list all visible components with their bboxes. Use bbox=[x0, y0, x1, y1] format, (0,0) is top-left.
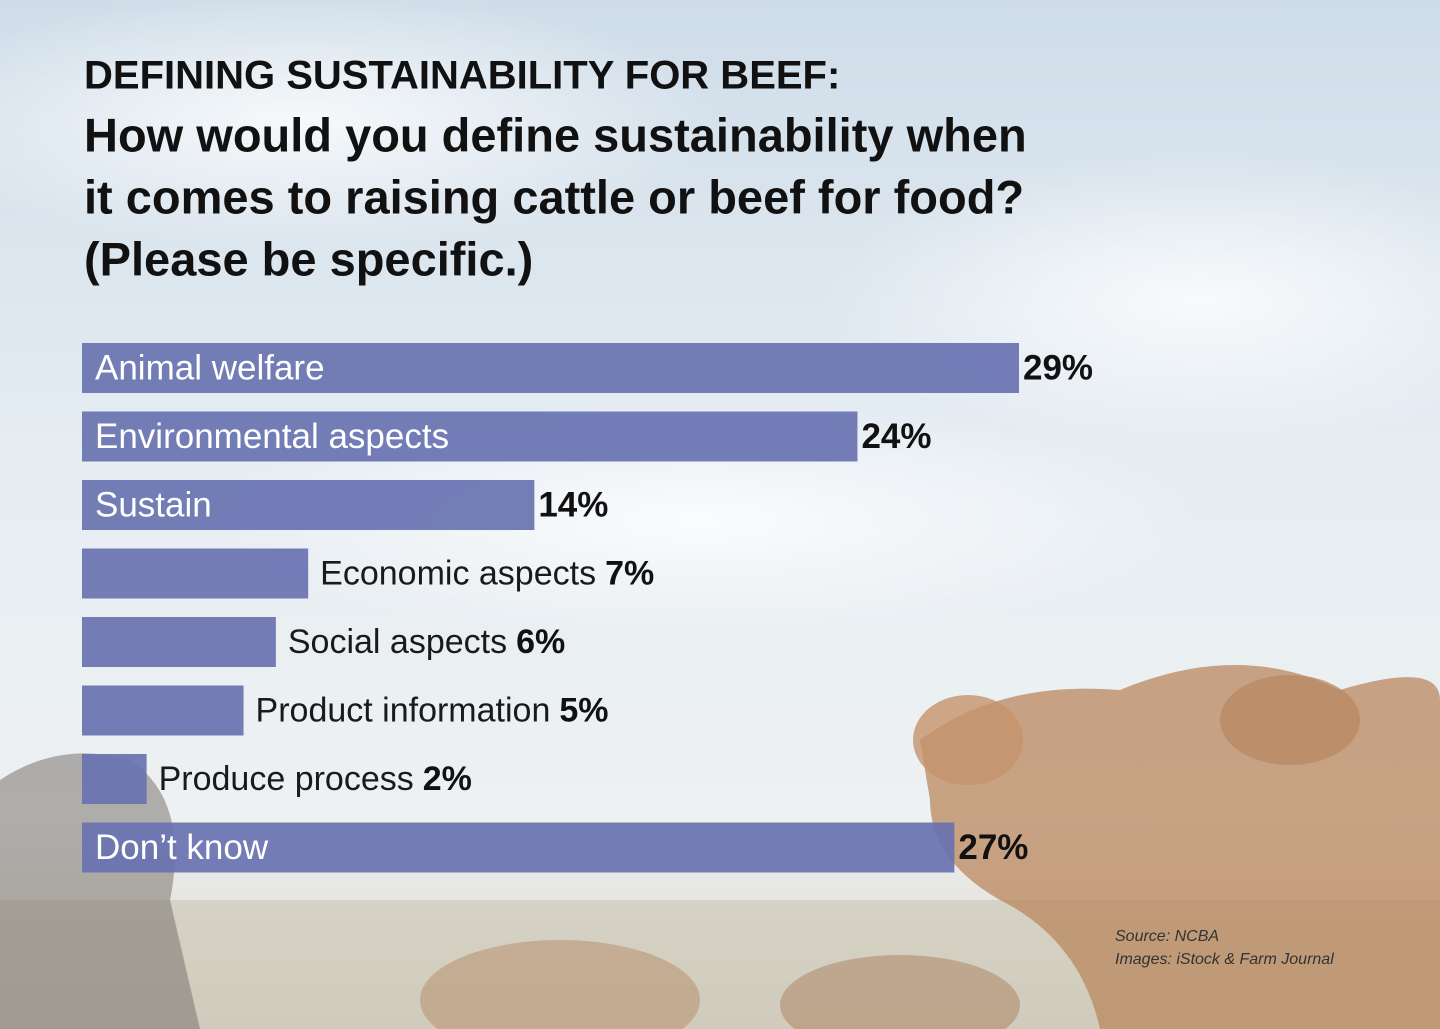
chart-subtitle: it comes to raising cattle or beef for f… bbox=[84, 170, 1024, 223]
source-note: Images: iStock & Farm Journal bbox=[1115, 951, 1334, 968]
category-label: Sustain bbox=[95, 485, 212, 524]
category-label: Social aspects bbox=[288, 623, 507, 661]
category-label: Economic aspects bbox=[320, 554, 596, 592]
chart-subtitle: (Please be specific.) bbox=[84, 232, 533, 285]
chart-title: DEFINING SUSTAINABILITY FOR BEEF: bbox=[84, 54, 840, 98]
bar bbox=[82, 411, 858, 462]
value-label: 5% bbox=[559, 691, 608, 729]
value-label: 7% bbox=[605, 554, 654, 592]
bar bbox=[82, 343, 1019, 393]
bar bbox=[82, 548, 309, 599]
bar bbox=[82, 754, 147, 804]
category-label: Environmental aspects bbox=[95, 417, 449, 456]
value-label: 14% bbox=[538, 485, 608, 524]
category-label: Don’t know bbox=[95, 828, 269, 867]
bar bbox=[82, 822, 955, 873]
bar bbox=[82, 480, 535, 530]
bar bbox=[82, 617, 276, 667]
value-label: 6% bbox=[516, 623, 565, 661]
value-label: 24% bbox=[861, 417, 931, 456]
category-label: Produce process bbox=[159, 760, 414, 798]
chart-subtitle: How would you define sustainability when bbox=[84, 108, 1027, 161]
bar bbox=[82, 685, 244, 736]
value-label: 27% bbox=[958, 828, 1028, 867]
value-label: 2% bbox=[423, 760, 472, 798]
source-note: Source: NCBA bbox=[1115, 928, 1219, 945]
category-label: Product information bbox=[256, 691, 551, 729]
value-label: 29% bbox=[1023, 348, 1093, 387]
category-label: Animal welfare bbox=[95, 348, 325, 387]
